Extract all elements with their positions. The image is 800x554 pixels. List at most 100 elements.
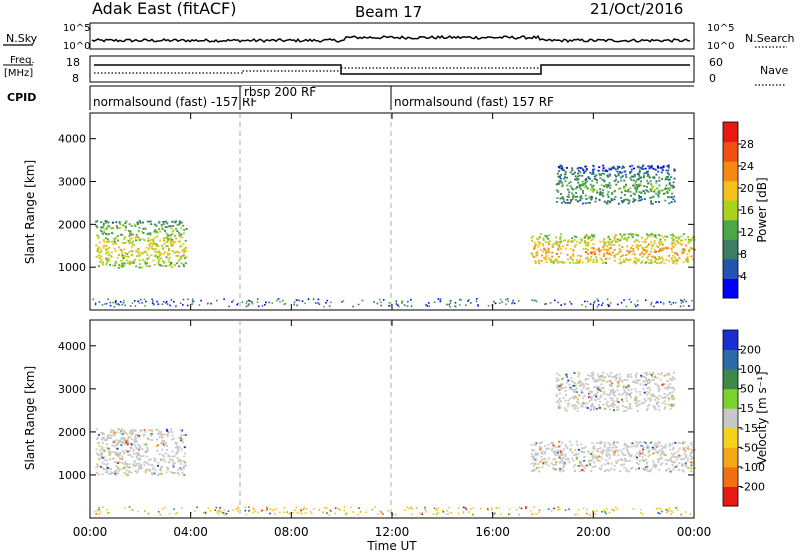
ground-scatter-cell — [376, 302, 379, 305]
ground-scatter-cell — [379, 510, 381, 512]
ground-scatter-cell — [93, 510, 96, 513]
echo-cell — [610, 384, 613, 387]
echo-cell — [595, 197, 597, 200]
colorbar-tick-label: 28 — [740, 138, 754, 151]
echo-cell — [615, 376, 618, 379]
echo-cell — [171, 230, 174, 233]
echo-cell — [113, 445, 116, 448]
echo-cell — [124, 229, 127, 232]
echo-cell — [659, 454, 662, 457]
echo-cell — [535, 453, 537, 456]
echo-cell — [553, 260, 556, 263]
echo-cell — [663, 407, 666, 410]
echo-cell — [151, 247, 154, 250]
ground-scatter-cell — [433, 507, 436, 510]
echo-cell — [647, 378, 650, 381]
echo-cell — [170, 262, 172, 265]
echo-cell — [645, 462, 648, 465]
ground-scatter-cell — [194, 510, 196, 512]
echo-cell — [650, 241, 653, 243]
echo-cell — [661, 462, 664, 465]
echo-cell — [585, 169, 588, 172]
echo-cell — [143, 429, 146, 431]
echo-cell — [170, 227, 173, 230]
ground-scatter-cell — [169, 304, 171, 307]
echo-cell — [159, 239, 162, 242]
echo-cell — [618, 258, 621, 261]
echo-cell — [561, 169, 564, 171]
range-tick-label: 2000 — [58, 426, 86, 439]
echo-cell — [677, 456, 680, 459]
echo-cell — [537, 463, 540, 465]
echo-cell — [666, 188, 669, 191]
echo-cell — [135, 455, 138, 458]
ground-scatter-cell — [109, 301, 112, 304]
echo-cell — [662, 236, 665, 239]
echo-cell — [668, 254, 671, 257]
echo-cell — [583, 242, 586, 244]
ground-scatter-cell — [589, 514, 591, 516]
echo-cell — [575, 192, 578, 194]
echo-cell — [163, 441, 166, 444]
echo-cell — [151, 472, 153, 474]
echo-cell — [532, 449, 534, 452]
ground-scatter-cell — [515, 508, 518, 511]
echo-cell — [664, 387, 667, 389]
echo-cell — [640, 236, 643, 239]
echo-cell — [153, 248, 156, 251]
ground-scatter-cell — [625, 305, 628, 308]
echo-cell — [178, 223, 181, 226]
echo-cell — [629, 165, 632, 168]
echo-cell — [124, 460, 127, 463]
echo-cell — [162, 457, 165, 460]
echo-cell — [559, 242, 561, 244]
echo-cell — [616, 253, 619, 255]
echo-cell — [541, 451, 544, 454]
echo-cell — [114, 474, 117, 477]
echo-cell — [136, 223, 139, 226]
echo-cell — [161, 260, 164, 262]
echo-cell — [607, 196, 610, 198]
echo-cell — [135, 265, 138, 268]
echo-cell — [645, 383, 648, 386]
echo-cell — [672, 468, 675, 471]
echo-cell — [651, 446, 654, 449]
echo-cell — [609, 384, 611, 386]
echo-cell — [556, 261, 559, 264]
ground-scatter-cell — [352, 305, 354, 308]
echo-cell — [558, 244, 561, 247]
echo-cell — [638, 403, 641, 406]
echo-cell — [554, 258, 557, 261]
echo-cell — [125, 449, 128, 452]
echo-cell — [683, 441, 686, 444]
colorbar-cell — [723, 219, 738, 240]
ground-scatter-cell — [470, 508, 472, 511]
echo-cell — [587, 249, 590, 252]
echo-cell — [647, 470, 650, 472]
ground-scatter-cell — [557, 506, 560, 508]
echo-cell — [656, 165, 659, 168]
echo-cell — [182, 467, 185, 470]
echo-cell — [574, 195, 577, 198]
echo-cell — [637, 234, 640, 237]
ground-scatter-cell — [424, 304, 427, 306]
echo-cell — [619, 449, 622, 452]
echo-cell — [656, 452, 659, 455]
echo-cell — [552, 468, 555, 471]
ground-scatter-cell — [325, 302, 327, 304]
echo-cell — [135, 434, 137, 436]
echo-cell — [668, 260, 671, 263]
echo-cell — [108, 450, 111, 453]
echo-cell — [572, 384, 575, 387]
echo-cell — [613, 198, 616, 201]
echo-cell — [594, 455, 597, 458]
echo-cell — [560, 233, 563, 235]
echo-cell — [627, 202, 630, 205]
ground-scatter-cell — [410, 298, 412, 301]
echo-cell — [150, 433, 153, 435]
ground-scatter-cell — [228, 305, 230, 308]
echo-cell — [121, 242, 124, 244]
echo-cell — [176, 457, 179, 460]
echo-cell — [589, 201, 591, 204]
echo-cell — [601, 452, 604, 455]
